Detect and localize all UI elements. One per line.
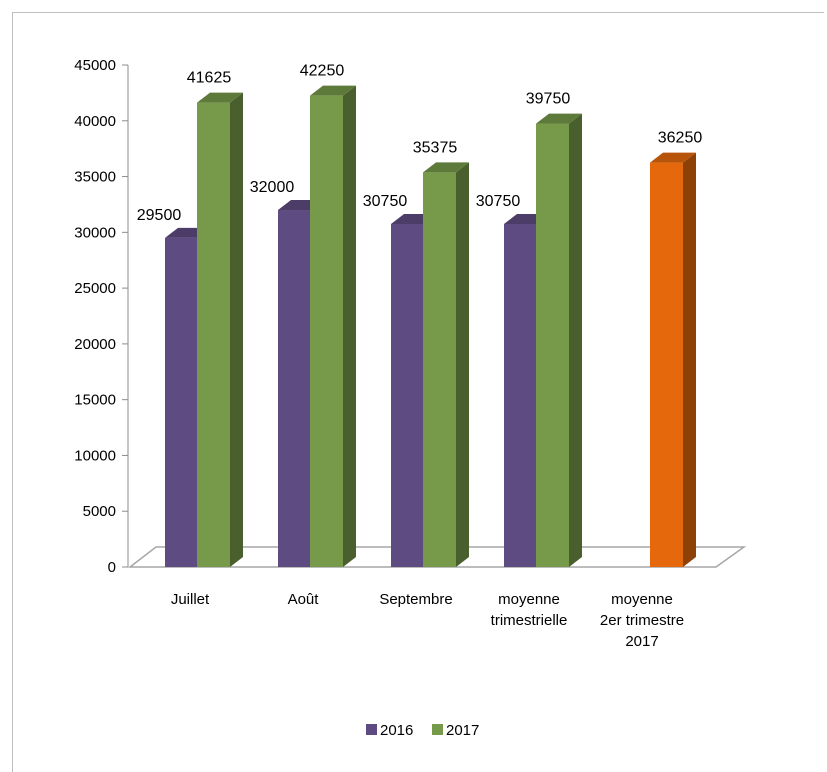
y-tick-label: 45000: [74, 57, 116, 74]
data-label-2016: 30750: [363, 193, 408, 210]
bar-front: [197, 102, 230, 568]
y-tick-label: 30000: [74, 224, 116, 241]
y-tick-label: 40000: [74, 113, 116, 130]
y-tick-label: 15000: [74, 392, 116, 409]
bar-2017: [310, 85, 356, 567]
bar-front: [165, 237, 198, 567]
bar-side: [343, 85, 356, 567]
y-tick-label: 0: [108, 559, 116, 576]
category-label: moyenne: [611, 591, 673, 608]
bar-front: [536, 123, 569, 568]
category-label: trimestrielle: [491, 612, 568, 629]
category-label: 2er trimestre: [600, 612, 684, 629]
bar-top: [536, 113, 582, 124]
bar-front: [423, 172, 456, 567]
bar-side: [569, 113, 582, 568]
y-tick-label: 35000: [74, 169, 116, 186]
bar-front: [504, 223, 537, 567]
y-tick-label: 10000: [74, 447, 116, 464]
category-label: Juillet: [171, 591, 210, 608]
legend-swatch-2017: [432, 724, 443, 735]
legend-label-2017: 2017: [446, 722, 479, 739]
bar-side: [230, 92, 243, 568]
bar-side: [456, 162, 469, 567]
data-label-2017: 42250: [300, 63, 345, 80]
data-label-2017: 35375: [413, 139, 458, 156]
data-label-2016: 32000: [250, 179, 295, 196]
y-axis: 0 5000 10000 15000 20000 25000 30000 35000 40000…: [74, 57, 129, 576]
data-label-highlight: 36250: [658, 130, 703, 147]
bar-top: [197, 92, 243, 103]
bar-front: [391, 223, 424, 567]
category-label: 2017: [625, 633, 658, 650]
bar-top: [650, 152, 696, 163]
y-tick-label: 25000: [74, 280, 116, 297]
y-tick-label: 5000: [83, 503, 116, 520]
data-labels: 29500 41625 32000 42250 30750 35375 30750 39750…: [137, 63, 703, 224]
bar-highlight: [650, 152, 696, 567]
data-label-2016: 30750: [476, 193, 521, 210]
bar-2017: [197, 92, 243, 568]
legend-swatch-2016: [366, 724, 377, 735]
bar-front: [310, 95, 343, 567]
y-tick-label: 20000: [74, 336, 116, 353]
category-label: Août: [288, 591, 320, 608]
legend: 2016 2017: [366, 722, 479, 739]
bar-side: [683, 152, 696, 567]
legend-label-2016: 2016: [380, 722, 413, 739]
bar-2017: [536, 113, 582, 568]
x-axis-labels: Juillet Août Septembre moyenne trimestrielle…: [171, 591, 684, 650]
data-label-2017: 39750: [526, 91, 571, 108]
bar-front: [650, 162, 683, 567]
data-label-2016: 29500: [137, 207, 182, 224]
bar-front: [278, 210, 311, 567]
data-label-2017: 41625: [187, 70, 232, 87]
bar-top: [310, 85, 356, 96]
category-label: moyenne: [498, 591, 560, 608]
category-label: Septembre: [379, 591, 452, 608]
bar-2017: [423, 162, 469, 567]
bars: [165, 85, 696, 568]
bar-top: [423, 162, 469, 173]
